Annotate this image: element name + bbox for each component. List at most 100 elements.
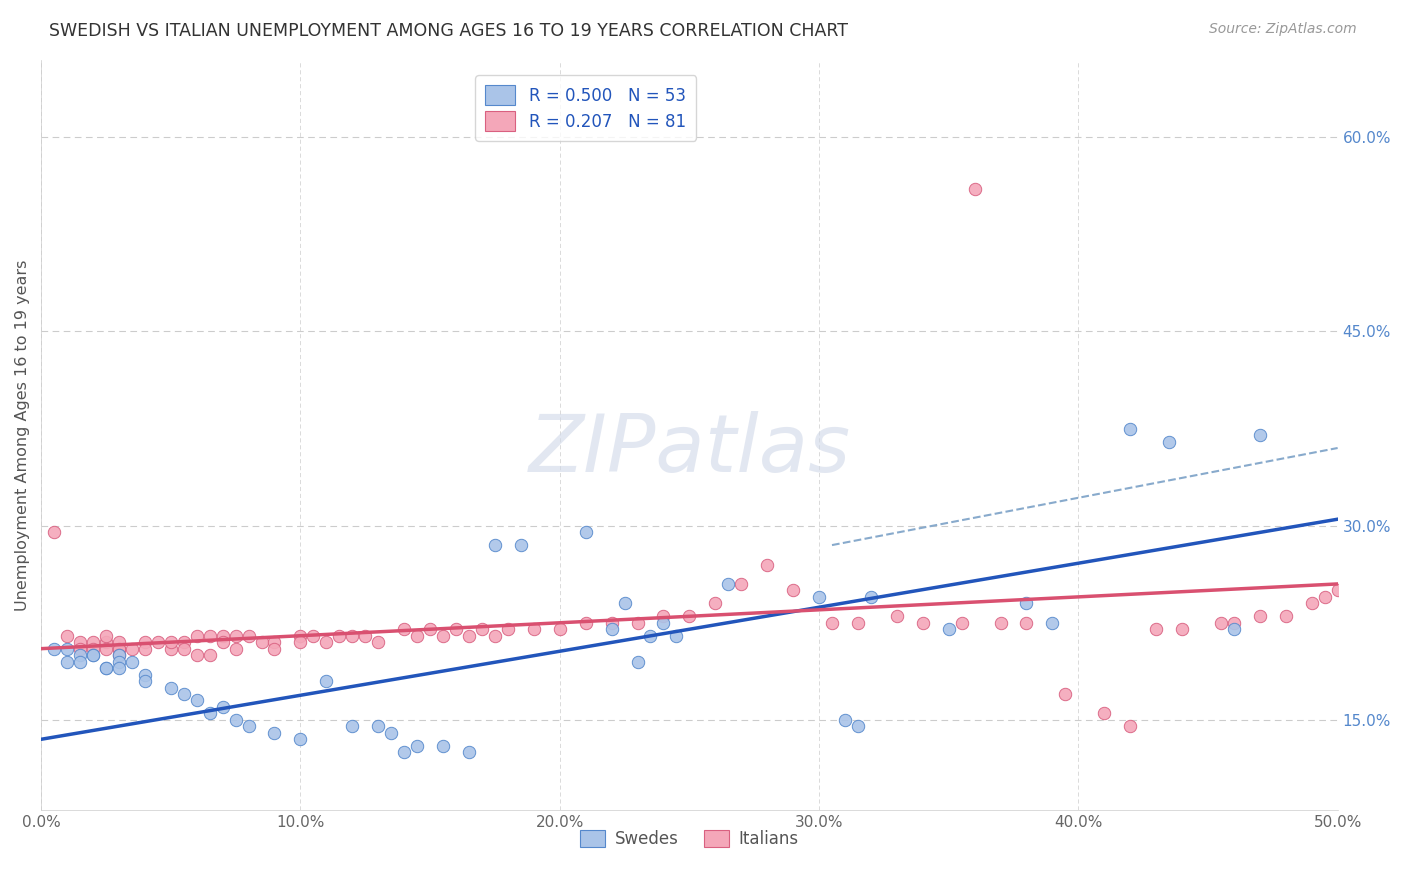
- Point: [432, 739, 454, 753]
- Point: [600, 622, 623, 636]
- Y-axis label: Unemployment Among Ages 16 to 19 years: Unemployment Among Ages 16 to 19 years: [15, 260, 30, 611]
- Point: [652, 609, 675, 624]
- Point: [94, 641, 117, 656]
- Point: [82, 648, 104, 662]
- Point: [290, 732, 312, 747]
- Point: [678, 609, 700, 624]
- Text: ZIPatlas: ZIPatlas: [529, 411, 851, 489]
- Point: [342, 719, 364, 733]
- Point: [484, 538, 506, 552]
- Point: [1274, 609, 1296, 624]
- Point: [134, 673, 156, 688]
- Point: [392, 622, 415, 636]
- Point: [782, 583, 804, 598]
- Point: [198, 629, 221, 643]
- Point: [1119, 421, 1142, 435]
- Point: [808, 590, 831, 604]
- Point: [1015, 596, 1038, 610]
- Point: [94, 661, 117, 675]
- Point: [225, 641, 247, 656]
- Point: [82, 635, 104, 649]
- Point: [523, 622, 546, 636]
- Point: [406, 739, 429, 753]
- Point: [640, 629, 662, 643]
- Point: [211, 629, 233, 643]
- Point: [302, 629, 325, 643]
- Point: [108, 655, 131, 669]
- Point: [717, 577, 740, 591]
- Point: [225, 629, 247, 643]
- Point: [367, 719, 389, 733]
- Point: [211, 635, 233, 649]
- Point: [263, 635, 285, 649]
- Point: [94, 635, 117, 649]
- Point: [730, 577, 752, 591]
- Point: [159, 635, 181, 649]
- Point: [458, 745, 481, 759]
- Point: [484, 629, 506, 643]
- Point: [198, 706, 221, 721]
- Point: [94, 661, 117, 675]
- Point: [1326, 583, 1348, 598]
- Point: [108, 648, 131, 662]
- Point: [121, 641, 143, 656]
- Point: [1301, 596, 1323, 610]
- Point: [548, 622, 571, 636]
- Point: [159, 681, 181, 695]
- Point: [315, 635, 337, 649]
- Point: [186, 629, 208, 643]
- Point: [471, 622, 494, 636]
- Point: [756, 558, 779, 572]
- Point: [69, 648, 91, 662]
- Point: [509, 538, 531, 552]
- Point: [69, 655, 91, 669]
- Point: [173, 641, 195, 656]
- Point: [1054, 687, 1077, 701]
- Point: [613, 596, 636, 610]
- Point: [1209, 615, 1232, 630]
- Legend: Swedes, Italians: Swedes, Italians: [574, 823, 806, 855]
- Point: [173, 687, 195, 701]
- Point: [419, 622, 441, 636]
- Point: [626, 655, 648, 669]
- Point: [380, 726, 402, 740]
- Point: [42, 641, 65, 656]
- Point: [859, 590, 882, 604]
- Point: [392, 745, 415, 759]
- Point: [134, 641, 156, 656]
- Point: [1171, 622, 1194, 636]
- Point: [575, 615, 598, 630]
- Point: [342, 629, 364, 643]
- Text: SWEDISH VS ITALIAN UNEMPLOYMENT AMONG AGES 16 TO 19 YEARS CORRELATION CHART: SWEDISH VS ITALIAN UNEMPLOYMENT AMONG AG…: [49, 22, 848, 40]
- Point: [886, 609, 908, 624]
- Point: [121, 655, 143, 669]
- Point: [186, 648, 208, 662]
- Point: [354, 629, 377, 643]
- Point: [626, 615, 648, 630]
- Point: [134, 635, 156, 649]
- Point: [198, 648, 221, 662]
- Point: [82, 648, 104, 662]
- Point: [290, 635, 312, 649]
- Point: [108, 641, 131, 656]
- Point: [211, 700, 233, 714]
- Point: [444, 622, 467, 636]
- Point: [821, 615, 844, 630]
- Point: [1223, 615, 1246, 630]
- Point: [56, 641, 79, 656]
- Point: [1092, 706, 1115, 721]
- Point: [56, 655, 79, 669]
- Point: [238, 719, 260, 733]
- Point: [263, 641, 285, 656]
- Point: [406, 629, 429, 643]
- Point: [496, 622, 519, 636]
- Point: [250, 635, 273, 649]
- Text: Source: ZipAtlas.com: Source: ZipAtlas.com: [1209, 22, 1357, 37]
- Point: [458, 629, 481, 643]
- Point: [846, 615, 869, 630]
- Point: [69, 641, 91, 656]
- Point: [1249, 428, 1271, 442]
- Point: [328, 629, 350, 643]
- Point: [1042, 615, 1064, 630]
- Point: [263, 726, 285, 740]
